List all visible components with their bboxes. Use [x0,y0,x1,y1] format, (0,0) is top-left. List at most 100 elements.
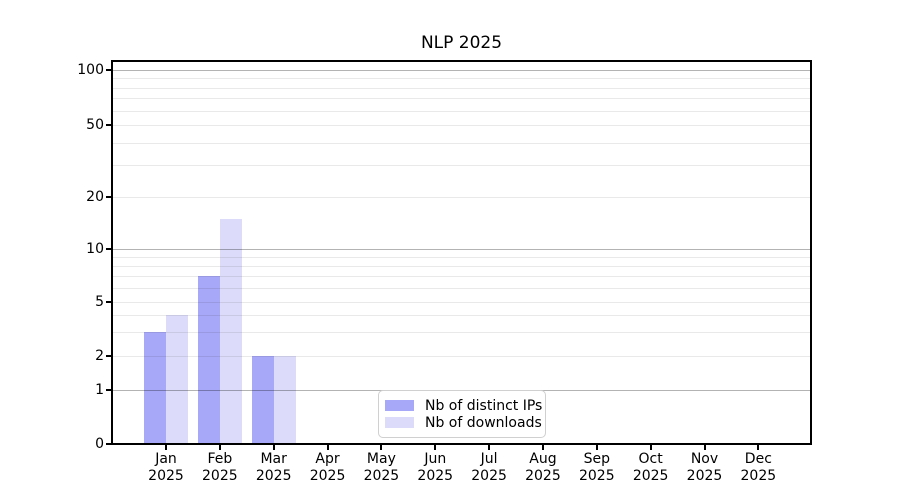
y-axis-label: 20 [86,189,104,205]
x-axis-tick [272,445,275,450]
bar-downloads [219,218,242,444]
x-axis-label-year: 2025 [255,468,292,484]
x-axis-tick [165,445,167,450]
y-axis-label: 10 [86,241,104,257]
x-axis-label-month: Dec [744,451,772,467]
x-axis-tick [218,445,221,450]
y-axis-tick [106,442,111,445]
x-axis-label-month: Feb [207,451,233,467]
gridline-minor [112,78,811,80]
x-axis-label: Apr 2025 [292,451,364,485]
gridline-minor [112,125,811,126]
x-axis-label-month: Aug [529,451,557,467]
legend-swatch [385,400,414,411]
bar-downloads [166,315,188,444]
x-axis-label-year: 2025 [471,468,507,484]
x-axis-label: Jan 2025 [130,451,202,485]
y-axis-tick [106,355,111,357]
x-axis-tick [326,445,329,450]
y-axis-tick [106,69,111,71]
bar-distinct-ips [251,356,274,444]
gridline-minor [112,87,811,89]
x-axis-label-year: 2025 [632,468,669,484]
gridline-minor [112,257,811,259]
legend-entry: Nb of distinct IPs [385,397,543,414]
y-axis-label: 5 [95,294,104,310]
x-axis-label-year: 2025 [525,468,561,484]
bar-distinct-ips [197,276,220,444]
gridline-minor [112,356,811,357]
y-axis-tick [106,301,111,303]
x-axis-tick [380,445,383,450]
x-axis-label: Jul 2025 [453,451,525,485]
x-axis-label-year: 2025 [363,468,400,484]
spine-left [111,60,113,445]
x-axis-label-month: Oct [638,451,663,467]
x-axis-label: Nov 2025 [669,451,741,485]
y-axis-label: 1 [95,381,104,398]
spine-bottom [111,443,812,445]
gridline-minor [112,197,811,198]
x-axis-label-year: 2025 [148,468,184,484]
legend-swatch [385,417,414,428]
x-axis-tick [488,445,491,450]
x-axis-label-month: Jan [155,451,177,467]
x-axis-label-month: Sep [583,451,610,467]
gridline-minor [112,165,811,167]
legend-entry: Nb of downloads [385,414,542,431]
x-axis-label-month: Mar [260,451,287,467]
x-axis-label: Jun 2025 [399,451,471,485]
gridline-minor [112,288,811,290]
gridline-minor [112,110,811,112]
x-axis-label-month: May [366,451,396,467]
bar-downloads [273,356,296,444]
gridline-minor [112,315,811,317]
y-axis-tick [106,196,111,198]
x-axis-label-month: Apr [315,451,340,467]
x-axis-label-year: 2025 [578,468,615,484]
legend-label: Nb of downloads [425,414,542,431]
x-axis-label-year: 2025 [740,468,777,484]
bar-distinct-ips [144,332,166,444]
y-axis-tick [106,124,111,126]
gridline-minor [112,302,811,303]
gridline-minor [112,142,811,144]
chart-title: NLP 2025 [420,33,503,53]
gridline-minor [112,98,811,100]
x-axis-tick [649,445,652,450]
x-axis-label: Dec 2025 [722,451,794,485]
x-axis-tick [757,445,760,450]
gridline-minor [112,276,811,278]
spine-right [810,60,812,445]
x-axis-label-month: Jun [424,451,447,467]
legend-label: Nb of distinct IPs [425,397,543,414]
legend: Nb of distinct IPs Nb of downloads [378,390,546,438]
x-axis-label-month: Jul [480,451,498,467]
x-axis-label: May 2025 [345,451,417,485]
y-axis-label: 2 [95,348,104,364]
x-axis-tick [595,445,598,450]
x-axis-label: Mar 2025 [238,451,310,485]
x-axis-label: Aug 2025 [507,451,579,485]
gridline-major [112,70,811,71]
x-axis-label-year: 2025 [309,468,346,484]
y-axis-tick [106,388,111,391]
y-axis-tick [106,248,111,250]
x-axis-label: Feb 2025 [184,451,256,485]
x-axis-label-year: 2025 [686,468,723,484]
x-axis-label-year: 2025 [202,468,238,484]
x-axis-tick [434,445,437,450]
gridline-minor [112,266,811,268]
gridline-minor [112,332,811,334]
y-axis-label: 0 [95,435,104,452]
x-axis-label-month: Nov [690,451,719,467]
x-axis-label: Sep 2025 [561,451,633,485]
x-axis-tick [703,445,706,450]
x-axis-tick [541,445,544,450]
y-axis-label: 50 [86,117,104,133]
x-axis-label: Oct 2025 [615,451,687,485]
gridline-major [112,249,811,250]
spine-top [111,60,812,62]
x-axis-label-year: 2025 [417,468,454,484]
